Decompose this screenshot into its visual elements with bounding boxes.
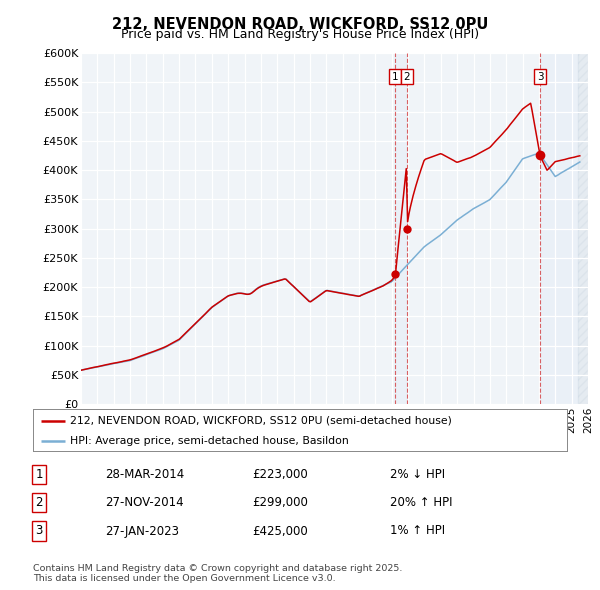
Text: 1% ↑ HPI: 1% ↑ HPI	[390, 525, 445, 537]
Text: £299,000: £299,000	[252, 496, 308, 509]
Text: £425,000: £425,000	[252, 525, 308, 537]
Text: Contains HM Land Registry data © Crown copyright and database right 2025.
This d: Contains HM Land Registry data © Crown c…	[33, 563, 403, 583]
Text: 3: 3	[537, 71, 544, 81]
Text: Price paid vs. HM Land Registry's House Price Index (HPI): Price paid vs. HM Land Registry's House …	[121, 28, 479, 41]
Text: 1: 1	[392, 71, 398, 81]
Bar	[578, 53, 588, 404]
Text: 2: 2	[403, 71, 410, 81]
Bar	[540, 53, 578, 404]
Text: 27-NOV-2014: 27-NOV-2014	[105, 496, 184, 509]
Text: 27-JAN-2023: 27-JAN-2023	[105, 525, 179, 537]
Text: 2% ↓ HPI: 2% ↓ HPI	[390, 468, 445, 481]
Text: HPI: Average price, semi-detached house, Basildon: HPI: Average price, semi-detached house,…	[70, 436, 349, 445]
Text: 212, NEVENDON ROAD, WICKFORD, SS12 0PU (semi-detached house): 212, NEVENDON ROAD, WICKFORD, SS12 0PU (…	[70, 416, 452, 426]
Text: 20% ↑ HPI: 20% ↑ HPI	[390, 496, 452, 509]
Text: £223,000: £223,000	[252, 468, 308, 481]
Text: 2: 2	[35, 496, 43, 509]
Text: 28-MAR-2014: 28-MAR-2014	[105, 468, 184, 481]
Text: 1: 1	[35, 468, 43, 481]
Bar	[395, 53, 407, 404]
Text: 212, NEVENDON ROAD, WICKFORD, SS12 0PU: 212, NEVENDON ROAD, WICKFORD, SS12 0PU	[112, 17, 488, 31]
Text: 3: 3	[35, 525, 43, 537]
